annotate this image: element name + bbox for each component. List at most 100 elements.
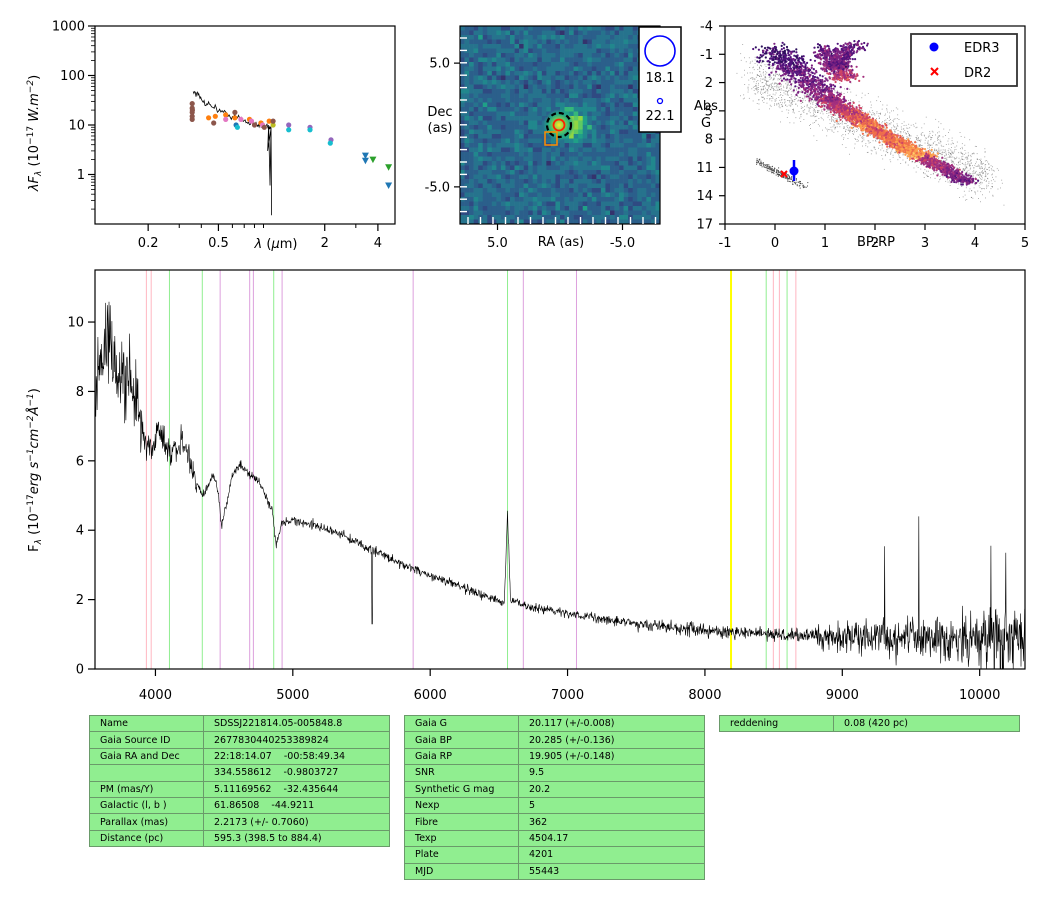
hrd-field-star: [801, 90, 803, 92]
image-pixel: [573, 215, 579, 220]
image-pixel: [596, 66, 602, 72]
image-pixel: [600, 102, 606, 108]
hrd-field-star: [931, 137, 933, 138]
hrd-density-cell: [757, 48, 761, 51]
hrd-field-star: [811, 115, 813, 117]
hrd-field-star: [861, 97, 863, 99]
hrd-field-star: [762, 69, 764, 70]
image-pixel: [519, 129, 524, 135]
hrd-field-star: [927, 142, 929, 144]
hrd-field-star: [860, 135, 861, 137]
image-pixel: [496, 48, 502, 54]
image-pixel: [628, 89, 634, 94]
image-pixel: [632, 75, 638, 81]
hrd-field-star: [906, 127, 908, 129]
hrd-field-star: [975, 176, 977, 178]
hrd-field-star: [970, 159, 972, 161]
hrd-density-cell: [782, 77, 786, 80]
image-pixel: [582, 170, 588, 175]
hrd-field-star: [928, 134, 930, 136]
image-pixel: [491, 102, 497, 108]
hrd-field-star: [937, 139, 939, 141]
image-pixel: [555, 188, 561, 193]
hrd-field-star: [775, 92, 777, 94]
hrd-field-star: [845, 123, 847, 125]
image-pixel: [514, 192, 520, 198]
image-pixel: [519, 111, 524, 117]
image-pixel: [641, 174, 647, 180]
hrd-field-star: [804, 100, 806, 102]
image-pixel: [655, 134, 660, 139]
image-pixel: [655, 197, 660, 202]
hrd-field-star: [983, 180, 985, 181]
image-pixel: [541, 143, 547, 148]
hrd-field-star: [982, 194, 983, 196]
hrd-field-star: [974, 180, 975, 182]
image-pixel: [641, 183, 647, 189]
hrd-field-star: [766, 98, 768, 99]
image-pixel: [464, 44, 470, 49]
image-pixel: [550, 57, 556, 63]
hrd-field-star: [890, 122, 892, 124]
hrd-field-star: [962, 153, 963, 155]
hrd-field-star: [742, 44, 744, 45]
hrd-field-star: [779, 78, 781, 80]
image-pixel: [532, 107, 538, 112]
hrd-field-star: [856, 140, 858, 142]
hrd-field-star: [761, 96, 763, 98]
image-pixel: [619, 134, 624, 139]
hrd-field-star: [770, 86, 772, 88]
image-pixel: [610, 165, 615, 171]
image-pixel: [510, 206, 515, 211]
hrd-field-star: [967, 162, 969, 164]
image-pixel: [523, 152, 529, 157]
image-pixel: [600, 75, 606, 81]
image-pixel: [491, 44, 497, 49]
hrd-field-star: [970, 154, 972, 156]
hrd-field-star: [950, 156, 952, 158]
hrd-field-star: [1003, 204, 1005, 206]
hrd-field-star: [945, 160, 946, 162]
image-pixel: [578, 125, 584, 130]
image-pixel: [628, 134, 634, 139]
hrd-field-star: [962, 169, 964, 170]
image-pixel: [569, 219, 574, 224]
hrd-field-star: [831, 119, 833, 121]
image-pixel: [623, 89, 629, 94]
hrd-field-star: [861, 108, 863, 110]
sed-photometry-point: [261, 124, 267, 130]
image-pixel: [510, 179, 515, 184]
hrd-field-star: [885, 154, 886, 156]
hrd-field-star: [967, 158, 969, 160]
hrd-density-cell: [833, 85, 837, 88]
image-pixel: [460, 71, 465, 76]
image-pixel: [537, 201, 543, 207]
image-pixel: [591, 66, 597, 72]
image-pixel: [487, 161, 493, 166]
hrd-field-star: [788, 90, 789, 92]
image-pixel: [578, 183, 584, 189]
hrd-field-star: [752, 77, 754, 79]
hrd-field-star: [980, 183, 982, 185]
image-pixel: [646, 165, 652, 171]
hrd-field-star: [787, 91, 789, 93]
hrd-field-star: [776, 104, 778, 106]
sed-photometry-point: [232, 115, 238, 121]
hrd-field-star: [831, 129, 833, 131]
hrd-field-star: [951, 140, 953, 142]
hrd-field-star: [814, 106, 816, 108]
hrd-field-star: [749, 67, 751, 68]
image-pixel: [482, 125, 488, 130]
hrd-density-cell: [820, 90, 823, 93]
hrd-field-star: [870, 104, 872, 106]
image-pixel: [491, 197, 497, 202]
image-pixel: [469, 129, 474, 135]
hrd-field-star: [909, 137, 911, 139]
hrd-density-cell: [789, 69, 792, 73]
hrd-field-star: [965, 167, 967, 169]
image-pixel: [646, 152, 652, 157]
image-pixel: [500, 156, 506, 162]
hrd-field-star: [771, 96, 773, 97]
image-pixel: [514, 206, 520, 211]
hrd-density-cell: [792, 72, 795, 75]
